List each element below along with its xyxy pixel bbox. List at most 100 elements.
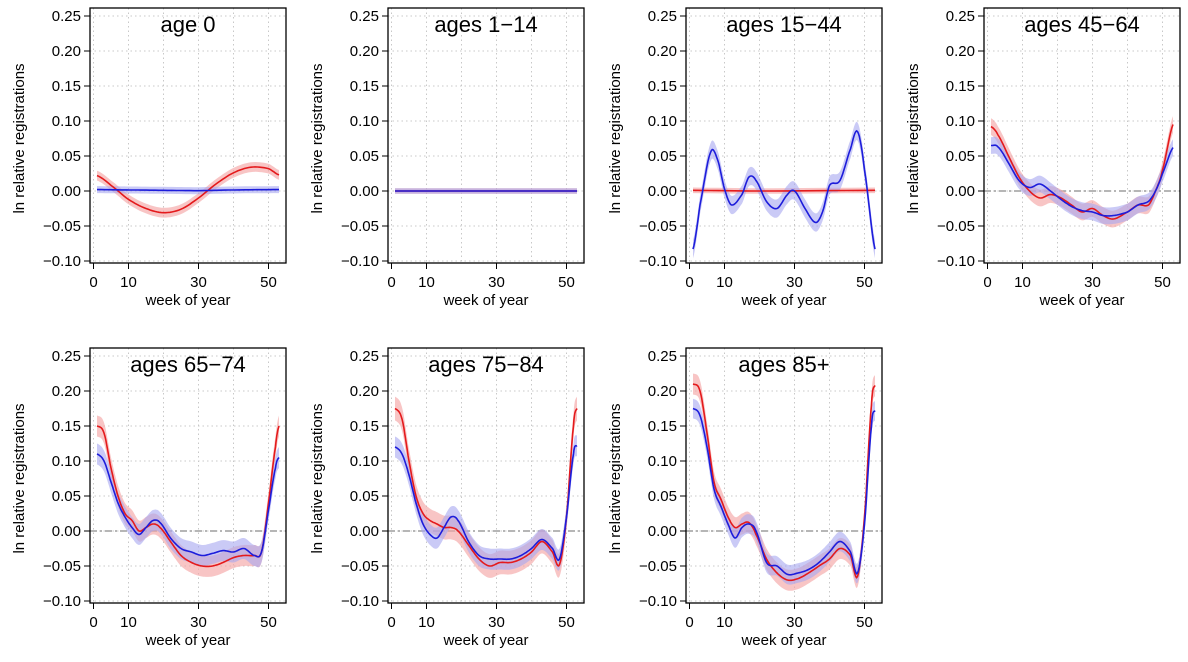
x-tick-label: 50 <box>558 274 575 291</box>
y-tick-label: 0.05 <box>648 148 677 165</box>
x-tick-label: 30 <box>786 274 803 291</box>
y-tick-label: 0.00 <box>52 523 81 540</box>
panel-title: ages 75−84 <box>428 352 544 377</box>
y-tick-label: 0.05 <box>946 148 975 165</box>
y-tick-label: 0.20 <box>52 383 81 400</box>
x-tick-label: 10 <box>418 274 435 291</box>
plot-frame <box>685 7 883 264</box>
series-red-confidence-band <box>991 116 1173 228</box>
x-axis-title: week of year <box>740 632 826 649</box>
y-tick-label: 0.25 <box>648 8 677 25</box>
panel-title: ages 45−64 <box>1024 12 1140 37</box>
y-tick-label: 0.20 <box>648 43 677 60</box>
y-tick-label: −0.05 <box>43 218 81 235</box>
y-tick-label: −0.05 <box>43 558 81 575</box>
y-tick-label: 0.15 <box>52 78 81 95</box>
x-tick-label: 50 <box>558 614 575 631</box>
y-tick-label: 0.25 <box>52 348 81 365</box>
series-blue-line <box>692 407 876 576</box>
x-tick-label: 10 <box>716 274 733 291</box>
series-group <box>395 188 577 194</box>
x-axis-title: week of year <box>740 292 826 309</box>
series-group <box>96 415 280 577</box>
series-red-confidence-band <box>693 373 875 591</box>
panel-title: ages 1−14 <box>434 12 537 37</box>
series-red-line <box>96 166 280 214</box>
y-tick-label: 0.20 <box>350 43 379 60</box>
y-tick-label: −0.05 <box>639 558 677 575</box>
y-tick-label: 0.10 <box>350 113 379 130</box>
plot-frame <box>387 347 585 604</box>
series-group <box>96 162 280 218</box>
y-tick-label: 0.15 <box>52 418 81 435</box>
x-tick-label: 30 <box>786 614 803 631</box>
x-tick-label: 10 <box>120 614 137 631</box>
series-blue-line <box>394 444 578 562</box>
y-tick-label: 0.05 <box>52 148 81 165</box>
plot-frame <box>89 7 287 264</box>
series-group <box>692 121 876 259</box>
x-tick-label: 10 <box>716 614 733 631</box>
chart-panel: −0.10 −0.05 0.00 0.05 0.10 0.15 0.20 0.25 0 10 30 5… <box>607 7 883 309</box>
x-tick-label: 10 <box>418 614 435 631</box>
series-red-line <box>692 189 876 192</box>
y-tick-label: 0.00 <box>350 523 379 540</box>
y-tick-label: −0.05 <box>937 218 975 235</box>
y-axis-title: ln relative registrations <box>905 63 922 213</box>
y-tick-label: 0.05 <box>52 488 81 505</box>
y-tick-label: 0.10 <box>648 113 677 130</box>
y-tick-label: 0.10 <box>350 453 379 470</box>
y-tick-label: 0.05 <box>350 148 379 165</box>
x-tick-label: 30 <box>190 614 207 631</box>
y-tick-label: 0.00 <box>350 183 379 200</box>
x-tick-label: 30 <box>1084 274 1101 291</box>
y-tick-label: −0.10 <box>937 253 975 270</box>
y-tick-label: −0.10 <box>639 593 677 610</box>
series-blue-confidence-band <box>693 398 875 585</box>
series-blue-confidence-band <box>395 435 577 571</box>
y-tick-label: 0.10 <box>946 113 975 130</box>
series-blue-line <box>991 144 1174 217</box>
panel-title: age 0 <box>160 12 215 37</box>
y-tick-label: 0.25 <box>350 348 379 365</box>
plot-frame <box>89 347 287 604</box>
series-group <box>990 116 1174 228</box>
series-blue-confidence-band <box>97 443 279 568</box>
y-tick-label: 0.20 <box>350 383 379 400</box>
chart-panel: −0.10 −0.05 0.00 0.05 0.10 0.15 0.20 0.25 0 10 30 5… <box>607 347 883 649</box>
y-axis-title: ln relative registrations <box>309 63 326 213</box>
y-tick-label: 0.05 <box>648 488 677 505</box>
x-tick-label: 10 <box>1014 274 1031 291</box>
y-axis-title: ln relative registrations <box>607 403 624 553</box>
x-axis-title: week of year <box>144 632 230 649</box>
y-tick-label: −0.05 <box>639 218 677 235</box>
y-axis-title: ln relative registrations <box>607 63 624 213</box>
y-tick-label: 0.25 <box>350 8 379 25</box>
x-tick-label: 50 <box>260 274 277 291</box>
y-tick-label: 0.25 <box>52 8 81 25</box>
y-tick-label: 0.00 <box>648 523 677 540</box>
panel-title: ages 65−74 <box>130 352 246 377</box>
chart-panel: −0.10 −0.05 0.00 0.05 0.10 0.15 0.20 0.25 0 10 30 5… <box>309 7 585 309</box>
y-tick-label: 0.10 <box>648 453 677 470</box>
y-tick-label: 0.20 <box>52 43 81 60</box>
plot-frame <box>685 347 883 604</box>
y-tick-label: 0.00 <box>946 183 975 200</box>
y-axis-title: ln relative registrations <box>309 403 326 553</box>
x-tick-label: 0 <box>983 274 991 291</box>
x-tick-label: 30 <box>488 614 505 631</box>
y-tick-label: −0.10 <box>43 593 81 610</box>
panel-title: ages 15−44 <box>726 12 842 37</box>
y-tick-label: −0.10 <box>639 253 677 270</box>
x-tick-label: 0 <box>685 614 693 631</box>
y-axis-title: ln relative registrations <box>11 63 28 213</box>
y-tick-label: 0.00 <box>648 183 677 200</box>
x-axis-title: week of year <box>1038 292 1124 309</box>
x-tick-label: 50 <box>260 614 277 631</box>
plot-frame <box>983 7 1181 264</box>
x-tick-label: 10 <box>120 274 137 291</box>
y-tick-label: 0.15 <box>648 78 677 95</box>
series-group <box>394 396 578 578</box>
x-tick-label: 0 <box>685 274 693 291</box>
